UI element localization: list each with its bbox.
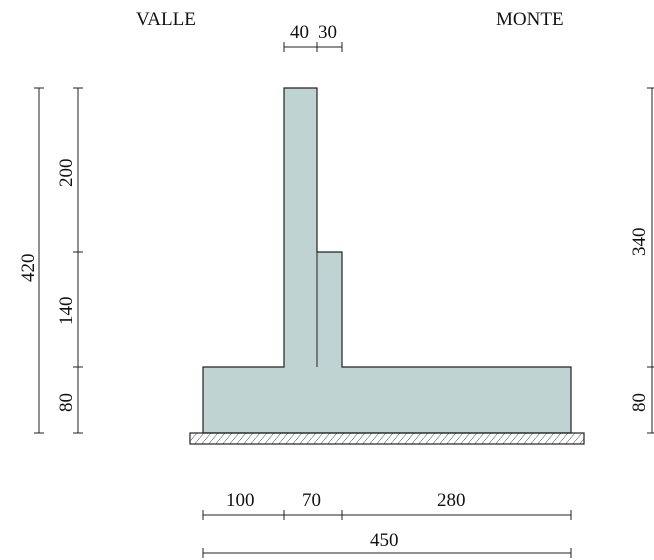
valle-label: VALLE: [136, 9, 196, 30]
left-partial-dimension: [73, 87, 83, 434]
bottom-partial-dimension: [202, 510, 572, 520]
left-total-dimension: [34, 87, 44, 434]
dim-bottom-100: 100: [226, 490, 255, 511]
dim-right-80: 80: [629, 393, 650, 412]
dim-bottom-280: 280: [437, 490, 466, 511]
dim-left-140: 140: [56, 297, 77, 326]
dim-left-80: 80: [56, 393, 77, 412]
dim-top-30: 30: [318, 22, 337, 43]
dim-top-40: 40: [290, 22, 309, 43]
dim-left-420: 420: [18, 254, 39, 283]
bottom-total-dimension: [202, 548, 572, 558]
right-dimension: [647, 87, 654, 434]
top-dimension: [283, 42, 343, 52]
dim-right-340: 340: [629, 228, 650, 257]
wall-section: [202, 87, 572, 434]
monte-label: MONTE: [496, 9, 564, 30]
dim-bottom-70: 70: [302, 490, 321, 511]
foundation-hatch: [189, 432, 585, 445]
dim-bottom-450: 450: [370, 530, 399, 551]
dim-left-200: 200: [56, 159, 77, 188]
